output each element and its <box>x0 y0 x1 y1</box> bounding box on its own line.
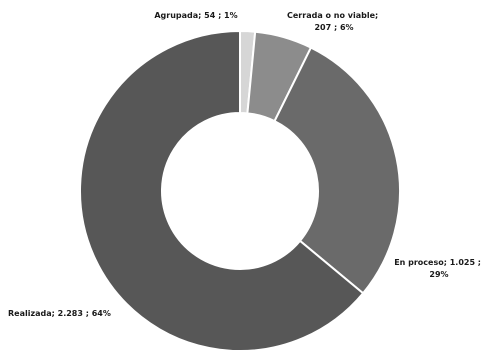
slice-en-proceso <box>273 46 401 295</box>
label-agrupada: Agrupada; 54 ; 1% <box>154 11 237 20</box>
label-cerrada: Cerrada o no viable; 207 ; 6% <box>287 11 381 32</box>
label-en-proceso: En proceso; 1.025 ; 29% <box>394 258 484 279</box>
slice-realizada <box>79 29 365 352</box>
label-realizada: Realizada; 2.283 ; 64% <box>8 309 111 318</box>
donut-slices <box>79 29 401 352</box>
